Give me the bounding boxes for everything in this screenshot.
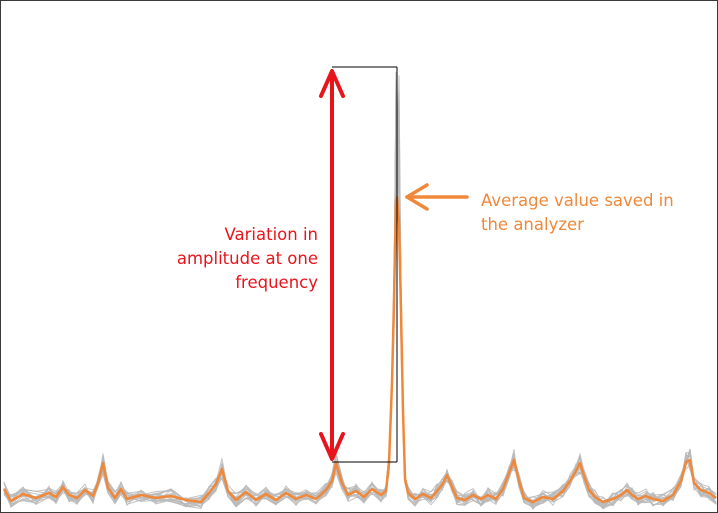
measurement-trace: [3, 104, 717, 509]
measurement-trace: [3, 131, 717, 508]
average-trace-group: [2, 195, 717, 504]
variation-annotation: Variation in amplitude at one frequency: [177, 223, 318, 295]
average-annotation-line-1: Average value saved in: [481, 191, 674, 210]
double-headed-arrow-icon: [319, 69, 345, 461]
measurement-trace: [3, 111, 717, 510]
left-arrow-icon: [405, 183, 469, 211]
average-annotation: Average value saved in the analyzer: [481, 189, 674, 237]
measurement-trace: [3, 86, 717, 508]
measurement-trace: [3, 90, 717, 508]
measurement-trace: [3, 87, 717, 510]
measurement-trace: [4, 80, 717, 509]
measurement-trace: [3, 75, 717, 509]
average-trace: [2, 195, 717, 504]
measurement-trace: [3, 127, 717, 510]
variation-annotation-line-3: frequency: [235, 273, 318, 292]
variation-annotation-line-1: Variation in: [224, 225, 319, 244]
measurement-trace: [3, 71, 717, 506]
variation-annotation-line-2: amplitude at one: [176, 249, 318, 268]
measurement-trace: [3, 90, 717, 507]
average-annotation-line-2: the analyzer: [481, 215, 584, 234]
amplitude-bracket: [332, 66, 398, 463]
measurement-trace: [3, 83, 717, 508]
measurement-traces: [3, 71, 717, 510]
